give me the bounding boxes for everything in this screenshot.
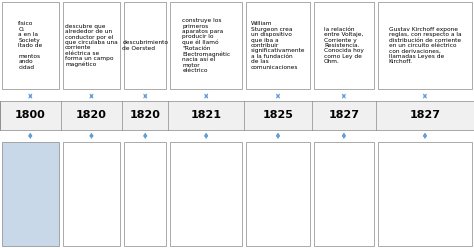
Text: William
Sturgeon crea
un dispositivo
que iba a
contribuir
significativamente
a l: William Sturgeon crea un dispositivo que…: [251, 22, 305, 70]
Text: construye los
primeros
aparatos para
producir lo
que él llamó
"Rotación
Electrom: construye los primeros aparatos para pro…: [182, 18, 230, 73]
Text: descubrimiento
de Oersted: descubrimiento de Oersted: [122, 40, 168, 51]
Bar: [63, 2, 120, 89]
Bar: [246, 142, 310, 246]
Bar: [63, 142, 120, 246]
Bar: [314, 142, 374, 246]
Text: 1825: 1825: [263, 110, 293, 120]
Bar: [124, 142, 166, 246]
Text: fisico
O.
a en la
Society
ltado de

mentos
ando
cidad: fisico O. a en la Society ltado de mento…: [18, 22, 43, 70]
Bar: [170, 2, 242, 89]
Bar: [2, 142, 59, 246]
Text: 1800: 1800: [15, 110, 46, 120]
Bar: [170, 142, 242, 246]
Text: 1820: 1820: [130, 110, 161, 120]
Bar: [378, 142, 472, 246]
Text: 1827: 1827: [328, 110, 359, 120]
Bar: [378, 2, 472, 89]
Bar: [2, 2, 59, 89]
Text: 1820: 1820: [76, 110, 107, 120]
Text: 1827: 1827: [410, 110, 440, 120]
Text: 1821: 1821: [191, 110, 222, 120]
Bar: [0, 101, 474, 130]
Bar: [246, 2, 310, 89]
Text: la relación
entre Voltaje,
Corriente y
Resistencia.
Conocida hoy
como Ley de
Ohm: la relación entre Voltaje, Corriente y R…: [324, 27, 364, 64]
Text: Gustav Kirchoff expone
reglas, con respecto a la
distribución de corriente
en un: Gustav Kirchoff expone reglas, con respe…: [389, 27, 461, 64]
Text: descubre que
alrededor de un
conductor por el
que circulaba una
corriente
eléctr: descubre que alrededor de un conductor p…: [65, 24, 118, 67]
Bar: [124, 2, 166, 89]
Bar: [314, 2, 374, 89]
